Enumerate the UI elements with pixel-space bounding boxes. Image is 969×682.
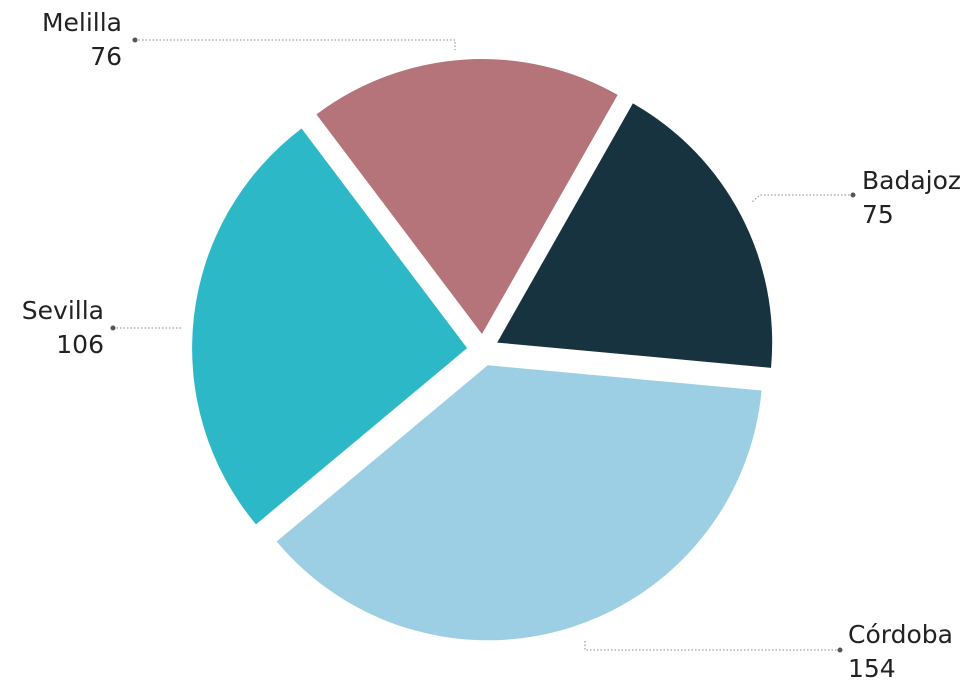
slice-label: Badajoz — [862, 166, 961, 195]
slice-label: Sevilla — [22, 296, 104, 325]
chart: Melilla 76 Badajoz 75 Córdoba 154 Sevilla 106 — [0, 0, 969, 682]
leader-dot — [133, 38, 138, 43]
leader-dot — [851, 193, 856, 198]
leader-line — [135, 40, 455, 50]
page: {"chart_data": {"type": "pie", "categori… — [0, 0, 969, 682]
leader-line — [752, 195, 853, 202]
slice-label: Córdoba — [848, 620, 953, 649]
leader-dot — [838, 648, 843, 653]
leader-dot — [111, 326, 116, 331]
leader-line — [585, 640, 840, 650]
slice-label: Melilla — [42, 8, 122, 37]
slice-value: 154 — [848, 654, 896, 682]
slice-value: 75 — [862, 200, 894, 229]
slice-value: 76 — [90, 42, 122, 71]
slice-value: 106 — [56, 330, 104, 359]
